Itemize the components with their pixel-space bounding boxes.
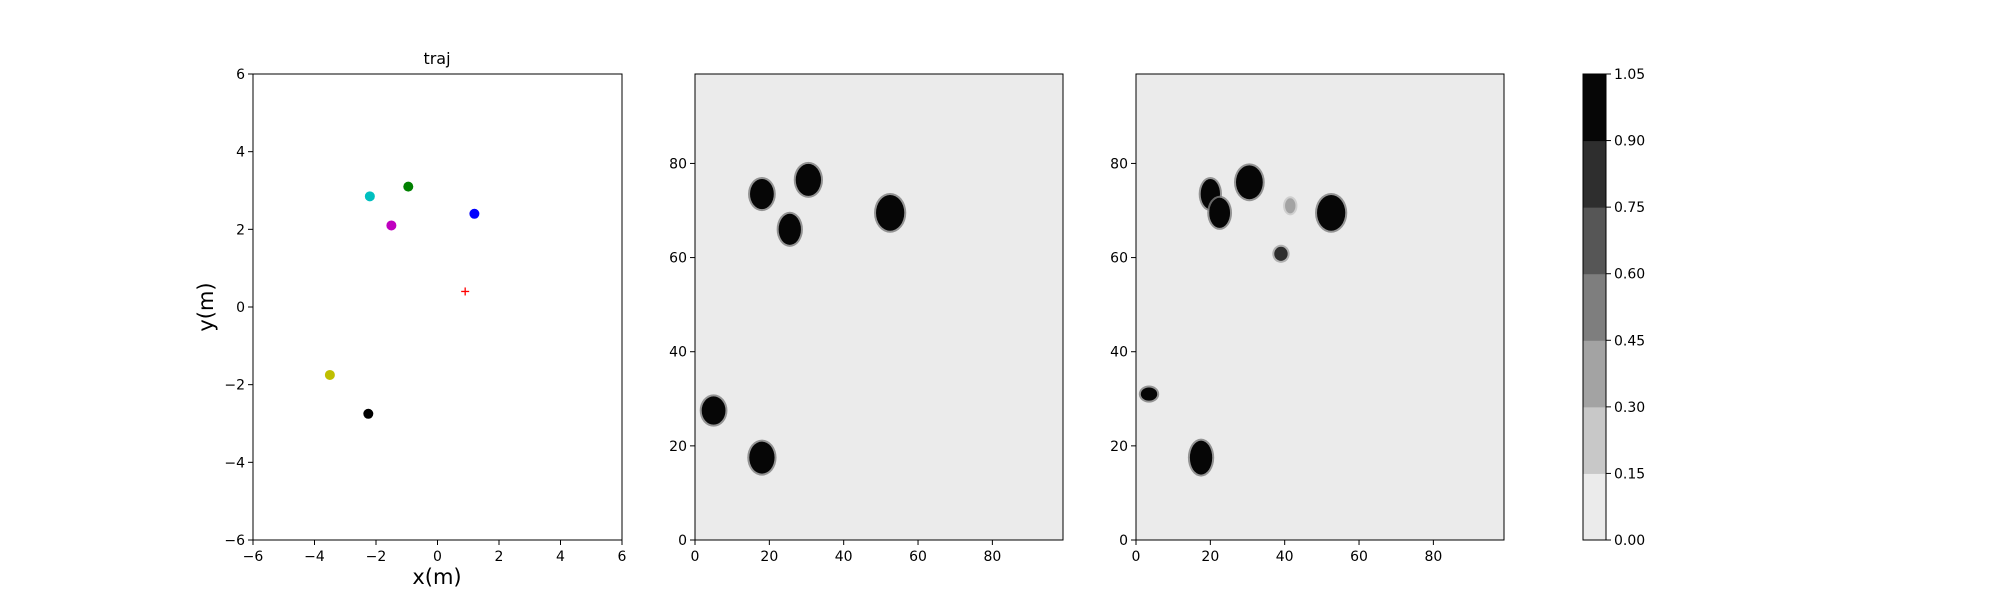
agent-point-1 bbox=[403, 181, 414, 192]
map-panel-2: 0 20 40 60 80 0 20 40 60 80 bbox=[1110, 73, 1505, 565]
occupancy-blob-6 bbox=[1138, 385, 1160, 403]
colorbar-tick-label: 0.15 bbox=[1614, 466, 1645, 482]
0-xtick-label: 0 bbox=[433, 549, 442, 565]
occupancy-blob-1 bbox=[1207, 195, 1233, 230]
0-ytick-label: 0 bbox=[236, 300, 245, 316]
occupancy-blob-3 bbox=[874, 192, 907, 233]
1-ytick-label: 20 bbox=[669, 439, 687, 455]
map-panel-1: 0 20 40 60 80 0 20 40 60 80 bbox=[669, 73, 1064, 565]
2-ytick-label: 80 bbox=[1110, 156, 1128, 172]
traj-axes-frame bbox=[252, 73, 623, 541]
colorbar-band-3 bbox=[1583, 273, 1606, 341]
occupancy-blob-5 bbox=[1272, 244, 1290, 263]
traj-ylabel: y(m) bbox=[194, 282, 218, 331]
colorbar-band-0 bbox=[1583, 473, 1606, 541]
colorbar-tick-label: 0.60 bbox=[1614, 267, 1645, 283]
2-xtick-label: 20 bbox=[1201, 549, 1219, 565]
colorbar-tick-label: 0.45 bbox=[1614, 333, 1645, 349]
colorbar-tick-label: 0.75 bbox=[1614, 200, 1645, 216]
occupancy-blob-4 bbox=[699, 394, 728, 427]
0-xtick-label: −2 bbox=[366, 549, 387, 565]
1-ytick-label: 0 bbox=[678, 533, 687, 549]
colorbar-band-5 bbox=[1583, 140, 1606, 208]
2-xtick-label: 80 bbox=[1424, 549, 1442, 565]
1-xtick-label: 80 bbox=[983, 549, 1001, 565]
occupancy-blob-0 bbox=[748, 176, 776, 212]
colorbar: 0.00 0.15 0.30 0.45 0.60 0.75 0.90 1.05 bbox=[1582, 67, 1645, 549]
0-ytick-label: 2 bbox=[236, 222, 245, 238]
map-2-frame bbox=[1135, 73, 1505, 541]
0-ytick-label: −4 bbox=[224, 455, 245, 471]
0-ytick-label: −2 bbox=[224, 378, 245, 394]
colorbar-tick-label: 0.30 bbox=[1614, 400, 1645, 416]
traj-title: traj bbox=[423, 49, 450, 68]
occupancy-blob-5 bbox=[747, 439, 777, 476]
0-xtick-label: 6 bbox=[618, 549, 627, 565]
0-xtick-label: 4 bbox=[556, 549, 565, 565]
0-xtick-label: −4 bbox=[304, 549, 325, 565]
occupancy-blob-3 bbox=[1315, 192, 1348, 233]
map-1-frame bbox=[694, 73, 1064, 541]
occupancy-blob-4 bbox=[1283, 196, 1298, 216]
colorbar-band-1 bbox=[1583, 406, 1606, 474]
goal-plus-marker bbox=[461, 287, 470, 296]
colorbar-band-4 bbox=[1583, 207, 1606, 275]
1-ytick-label: 40 bbox=[669, 345, 687, 361]
0-xtick-label: 2 bbox=[495, 549, 504, 565]
1-xtick-label: 60 bbox=[909, 549, 927, 565]
1-ytick-label: 60 bbox=[669, 251, 687, 267]
0-ytick-label: −6 bbox=[224, 533, 245, 549]
1-xtick-label: 0 bbox=[691, 549, 700, 565]
2-xtick-label: 0 bbox=[1132, 549, 1141, 565]
traj-panel: traj −6 −4 −2 0 2 4 6 −6 −4 −2 0 2 4 6 x(m) y(m) bbox=[194, 49, 627, 589]
agent-point-6 bbox=[363, 408, 374, 419]
map-1-background bbox=[694, 73, 1064, 541]
occupancy-blob-7 bbox=[1187, 438, 1215, 477]
1-xtick-label: 40 bbox=[835, 549, 853, 565]
0-xtick-label: −6 bbox=[243, 549, 264, 565]
agent-point-5 bbox=[324, 369, 335, 380]
occupancy-blob-2 bbox=[776, 211, 803, 247]
colorbar-frame bbox=[1582, 73, 1607, 541]
agent-point-0 bbox=[364, 191, 375, 202]
colorbar-tick-label: 1.05 bbox=[1614, 67, 1645, 83]
2-xtick-label: 60 bbox=[1350, 549, 1368, 565]
2-xtick-label: 40 bbox=[1276, 549, 1294, 565]
agent-point-3 bbox=[386, 220, 397, 231]
1-ytick-label: 80 bbox=[669, 156, 687, 172]
colorbar-band-6 bbox=[1583, 74, 1606, 142]
0-ytick-label: 6 bbox=[236, 67, 245, 83]
colorbar-band-2 bbox=[1583, 340, 1606, 408]
1-xtick-label: 20 bbox=[760, 549, 778, 565]
agent-point-2 bbox=[469, 208, 480, 219]
traj-xlabel: x(m) bbox=[412, 565, 461, 589]
colorbar-tick-label: 0.90 bbox=[1614, 134, 1645, 150]
0-ytick-label: 4 bbox=[236, 145, 245, 161]
colorbar-tick-label: 0.00 bbox=[1614, 533, 1645, 549]
2-ytick-label: 0 bbox=[1119, 533, 1128, 549]
occupancy-blob-1 bbox=[793, 161, 824, 198]
occupancy-blob-2 bbox=[1233, 163, 1265, 202]
2-ytick-label: 40 bbox=[1110, 345, 1128, 361]
2-ytick-label: 60 bbox=[1110, 251, 1128, 267]
2-ytick-label: 20 bbox=[1110, 439, 1128, 455]
